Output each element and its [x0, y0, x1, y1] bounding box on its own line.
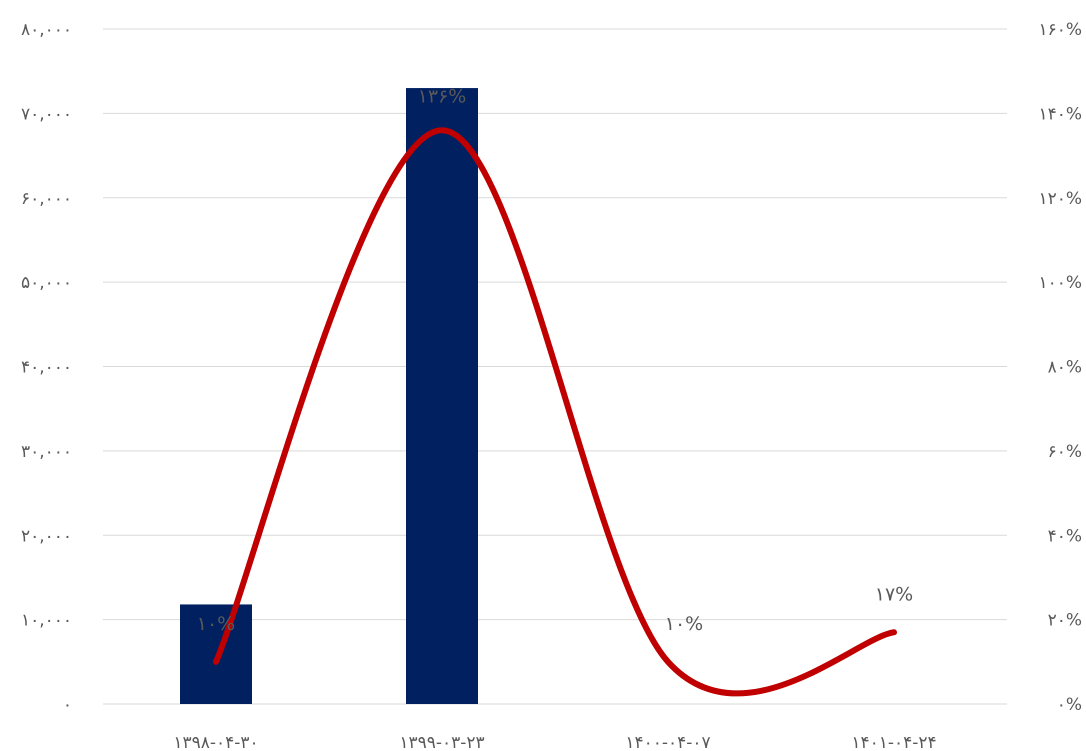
- y-left-tick-label: ۴۰,۰۰۰: [21, 358, 72, 378]
- x-tick-label: ۱۳۹۹-۰۳-۲۳: [399, 733, 484, 751]
- y-left-tick-label: ۰: [63, 695, 72, 715]
- y-right-tick-label: ۱۲۰%: [1038, 189, 1082, 209]
- y-right-tick-label: ۴۰%: [1048, 526, 1082, 546]
- y-right-tick-label: ۰%: [1057, 695, 1082, 715]
- y-left-tick-label: ۶۰,۰۰۰: [21, 189, 72, 209]
- line-series-path: [213, 127, 897, 697]
- y-right-tick-label: ۸۰%: [1048, 358, 1082, 378]
- y-left-tick-label: ۳۰,۰۰۰: [21, 442, 72, 462]
- y-left-tick-label: ۸۰,۰۰۰: [21, 20, 72, 40]
- y-right-tick-label: ۱۰۰%: [1038, 273, 1082, 293]
- y-left-tick-label: ۱۰,۰۰۰: [21, 611, 72, 631]
- x-tick-label: ۱۳۹۸-۰۴-۳۰: [173, 733, 258, 751]
- y-left-tick-label: ۲۰,۰۰۰: [21, 526, 72, 546]
- x-tick-label: ۱۴۰۱-۰۴-۲۴: [851, 733, 936, 751]
- x-tick-label: ۱۴۰۰-۰۴-۰۷: [625, 733, 710, 751]
- data-label: ۱۷%: [875, 583, 913, 605]
- y-right-tick-label: ۲۰%: [1048, 611, 1082, 631]
- bar: [406, 88, 478, 704]
- axes: ۰ ۱۰,۰۰۰ ۲۰,۰۰۰ ۳۰,۰۰۰ ۴۰,۰۰۰ ۵۰,۰۰۰ ۶۰,۰۰۰ ۷۰,…: [21, 20, 1082, 751]
- y-right-tick-label: ۶۰%: [1048, 442, 1082, 462]
- y-right-tick-label: ۱۶۰%: [1038, 20, 1082, 40]
- bar-series: [180, 88, 478, 704]
- y-right-tick-label: ۱۴۰%: [1038, 104, 1082, 124]
- y-left-tick-label: ۵۰,۰۰۰: [21, 273, 72, 293]
- data-label: ۱۰%: [665, 613, 703, 635]
- data-label: ۱۳۶%: [418, 85, 467, 107]
- data-label: ۱۰%: [197, 613, 235, 635]
- data-labels: ۱۰% ۱۳۶% ۱۰% ۱۷%: [197, 85, 913, 635]
- y-left-tick-label: ۷۰,۰۰۰: [21, 104, 72, 124]
- line-series: [213, 127, 897, 697]
